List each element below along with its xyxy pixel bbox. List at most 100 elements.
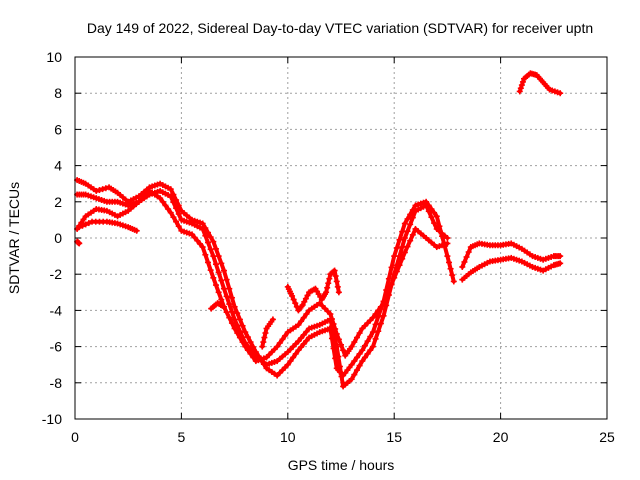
data-point-marker — [304, 292, 311, 299]
data-point-marker — [189, 231, 196, 238]
data-point-marker — [407, 237, 414, 244]
data-point-marker — [298, 318, 305, 325]
data-point-marker — [167, 186, 174, 193]
data-point-marker — [323, 289, 330, 296]
data-point-marker — [133, 227, 140, 234]
data-point-marker — [175, 223, 182, 230]
data-point-marker — [348, 376, 355, 383]
data-point-marker — [369, 314, 376, 321]
data-point-marker — [516, 88, 523, 95]
data-series — [74, 70, 564, 390]
data-point-marker — [165, 206, 172, 213]
data-point-marker — [353, 367, 360, 374]
data-point-marker — [157, 195, 164, 202]
data-point-marker — [223, 293, 230, 300]
data-point-marker — [335, 353, 342, 360]
data-point-marker — [197, 240, 204, 247]
data-point-marker — [334, 283, 341, 290]
data-point-marker — [210, 274, 217, 281]
data-point-marker — [444, 235, 451, 241]
y-tick-label: -8 — [50, 375, 63, 391]
data-point-marker — [404, 215, 411, 222]
data-point-marker — [282, 332, 289, 339]
data-point-marker — [367, 347, 374, 354]
data-point-marker — [228, 320, 235, 327]
y-tick-label: -4 — [50, 302, 63, 318]
data-point-marker — [332, 325, 339, 332]
data-point-marker — [247, 339, 254, 346]
data-point-marker — [364, 350, 371, 357]
x-tick-label: 10 — [280, 429, 296, 445]
data-point-marker — [300, 314, 307, 321]
data-point-marker — [220, 303, 227, 310]
data-point-marker — [79, 222, 86, 229]
data-point-marker — [396, 262, 403, 269]
y-tick-label: 4 — [54, 158, 62, 174]
data-point-marker — [356, 330, 363, 337]
data-point-marker — [215, 269, 222, 276]
series-track-5 — [76, 218, 140, 234]
data-point-marker — [401, 249, 408, 256]
data-point-marker — [447, 265, 454, 272]
data-point-marker — [299, 301, 306, 308]
data-point-marker — [425, 208, 432, 215]
data-point-marker — [159, 198, 166, 205]
data-point-marker — [380, 312, 387, 319]
data-point-marker — [423, 202, 430, 209]
data-point-marker — [191, 234, 198, 241]
x-tick-label: 15 — [386, 429, 402, 445]
data-point-marker — [220, 267, 227, 274]
data-point-marker — [385, 275, 392, 282]
data-point-marker — [372, 335, 379, 342]
data-point-marker — [212, 245, 219, 252]
x-tick-label: 20 — [493, 429, 509, 445]
y-tick-label: 8 — [54, 85, 62, 101]
data-point-marker — [242, 329, 249, 336]
data-point-marker — [269, 316, 276, 323]
y-tick-label: -6 — [50, 339, 63, 355]
series-track-7 — [259, 316, 276, 350]
data-point-marker — [338, 373, 345, 380]
data-point-marker — [242, 343, 249, 350]
data-point-marker — [236, 316, 243, 323]
data-point-marker — [335, 289, 342, 296]
data-point-marker — [173, 205, 180, 212]
data-point-marker — [409, 214, 416, 221]
data-point-marker — [96, 187, 103, 194]
data-point-marker — [353, 334, 360, 341]
data-point-marker — [194, 237, 201, 244]
data-point-marker — [383, 293, 390, 300]
data-point-marker — [85, 220, 92, 227]
data-point-marker — [205, 239, 211, 246]
data-point-marker — [231, 303, 238, 310]
data-point-marker — [326, 275, 333, 282]
data-point-marker — [372, 321, 379, 328]
data-point-marker — [338, 341, 344, 348]
data-point-marker — [247, 350, 254, 357]
data-point-marker — [236, 334, 243, 341]
data-point-marker — [250, 354, 257, 361]
series-track-8 — [284, 267, 342, 314]
data-point-marker — [332, 273, 339, 280]
data-point-marker — [327, 311, 334, 318]
data-point-marker — [557, 90, 564, 97]
data-point-marker — [295, 338, 302, 345]
x-tick-label: 5 — [178, 429, 186, 445]
data-point-marker — [239, 322, 246, 329]
x-tick-label: 0 — [71, 429, 79, 445]
data-point-marker — [333, 330, 340, 337]
data-point-marker — [207, 267, 214, 274]
data-point-marker — [226, 314, 233, 321]
data-point-marker — [290, 296, 297, 303]
data-point-marker — [557, 260, 564, 267]
data-point-marker — [335, 336, 342, 343]
data-point-marker — [301, 298, 308, 305]
data-point-marker — [404, 243, 411, 250]
data-point-marker — [99, 186, 106, 193]
data-point-marker — [212, 282, 219, 289]
data-point-marker — [431, 209, 438, 216]
data-point-marker — [173, 218, 180, 225]
data-point-marker — [361, 342, 368, 349]
data-point-marker — [239, 339, 246, 346]
